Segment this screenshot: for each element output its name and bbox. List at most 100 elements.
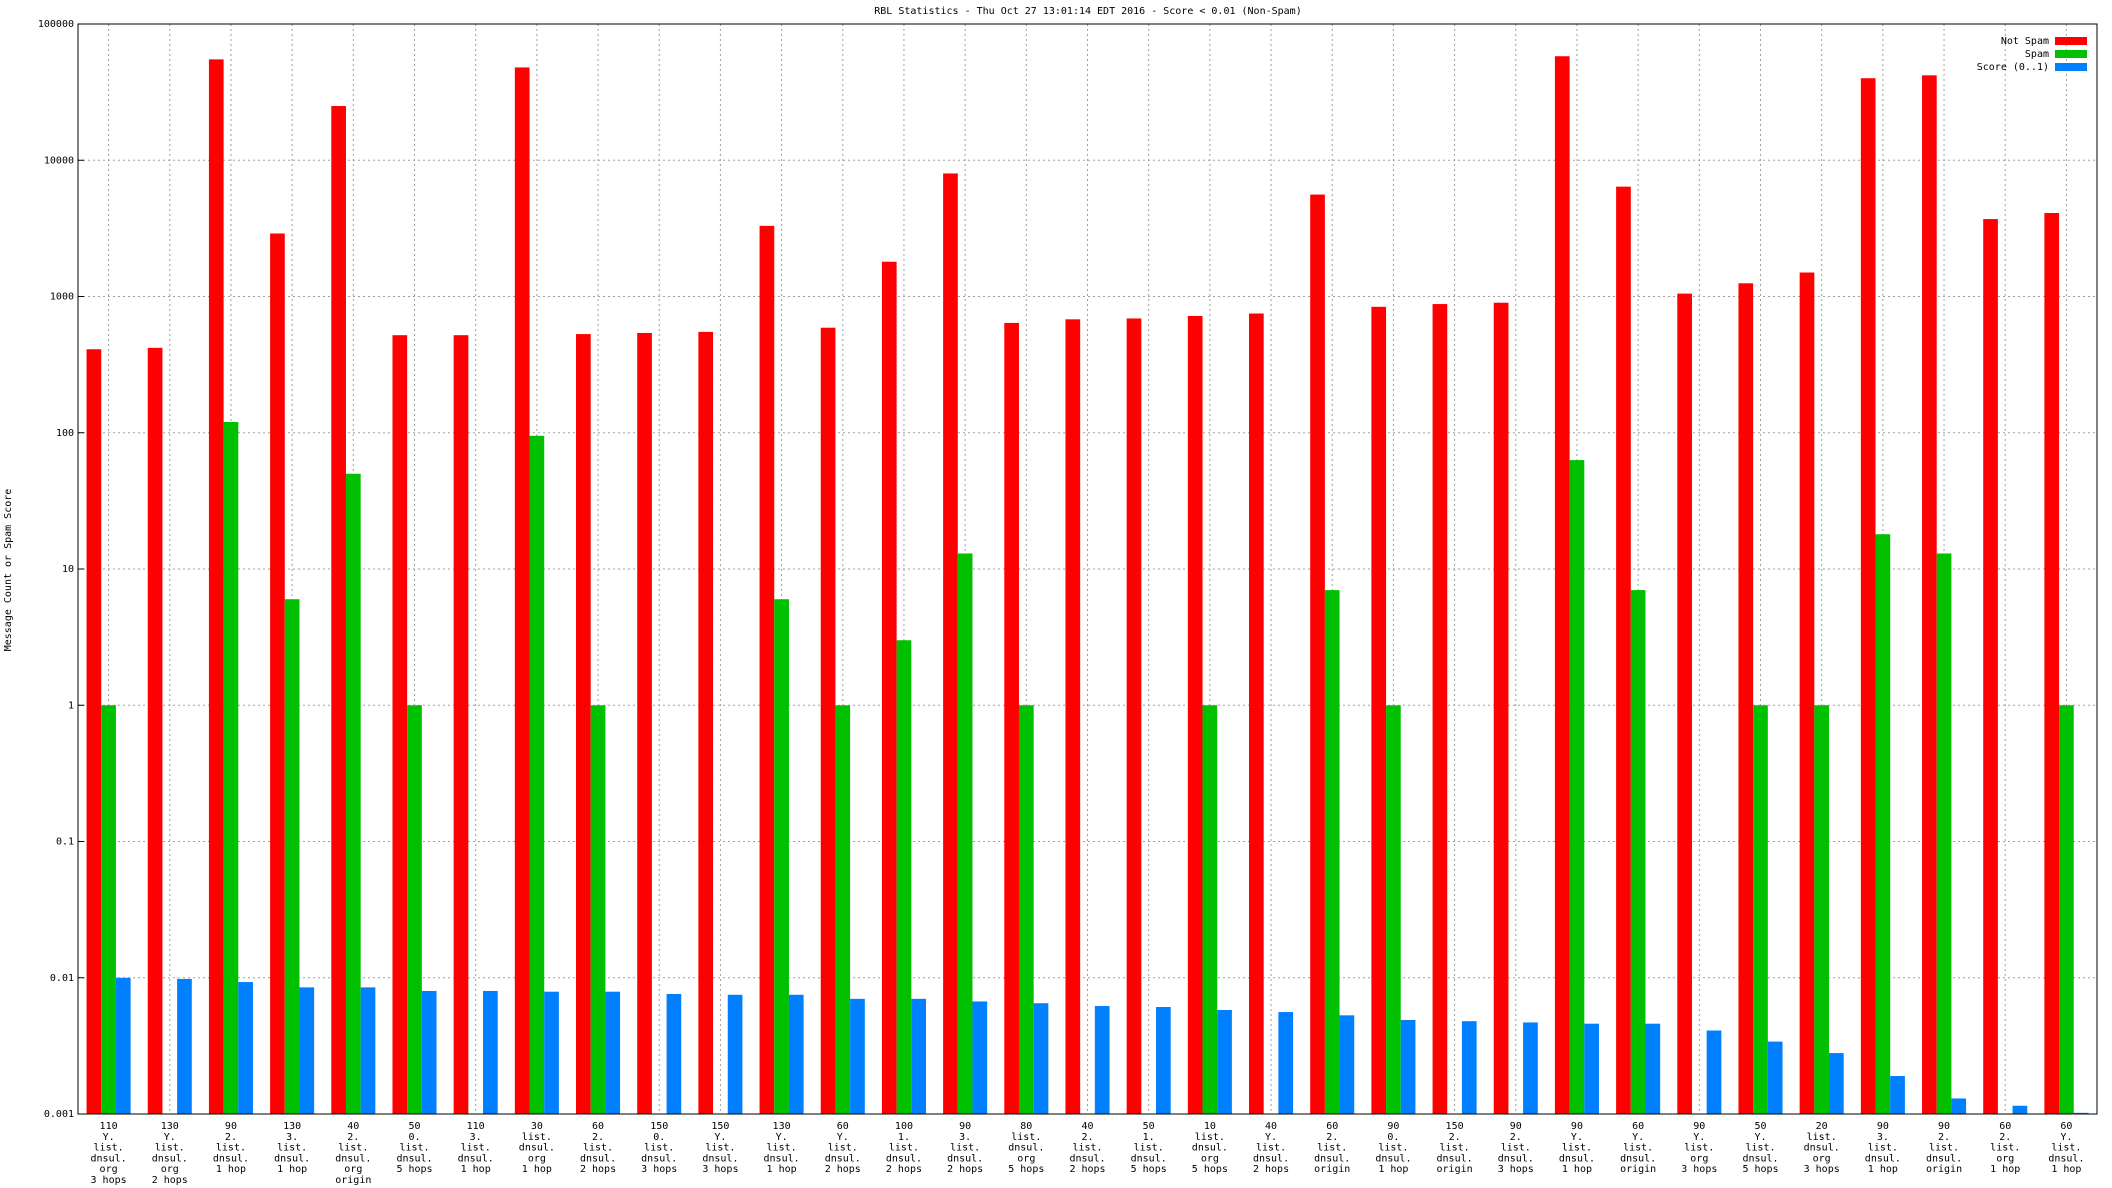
chart-title: RBL Statistics - Thu Oct 27 13:01:14 EDT… (874, 6, 1301, 17)
x-tick-label-line: list. (889, 1143, 919, 1154)
x-tick-label: 150 2. list. dnsul. origin (1437, 1121, 1473, 1175)
x-tick-label-line: 2 hops (947, 1164, 983, 1175)
bar (590, 705, 606, 1114)
bar (1584, 1023, 1599, 1114)
x-tick-label-line: 2. (1938, 1132, 1950, 1143)
bar (115, 977, 131, 1114)
bar (881, 261, 897, 1114)
bar (2073, 1112, 2089, 1114)
y-axis-label: Message Count or Spam Score (3, 489, 14, 652)
x-tick-label-line: 20 (1816, 1121, 1828, 1132)
x-tick-label-line: 2. (1326, 1132, 1338, 1143)
x-tick-label-line: dnsul. (641, 1153, 677, 1164)
x-tick-label-line: dnsul. (1926, 1153, 1962, 1164)
y-tick-label: 100000 (38, 19, 74, 30)
legend-label: Spam (2025, 49, 2049, 60)
x-tick-label-line: 50 (1143, 1121, 1155, 1132)
x-tick-label-line: 1 hop (461, 1164, 491, 1175)
x-tick-label-line: list. (1623, 1143, 1653, 1154)
x-tick-label-line: 10 (1204, 1121, 1216, 1132)
legend-swatch (2055, 50, 2087, 58)
x-tick-label: 40 2. list. dnsul. 2 hops (1069, 1121, 1105, 1175)
x-tick-label-line: list. (277, 1143, 307, 1154)
x-tick-label-line: dnsul. (1069, 1153, 1105, 1164)
x-tick-label-line: dnsul. (1314, 1153, 1350, 1164)
x-tick-label-line: 1 hop (767, 1164, 797, 1175)
x-tick-label-line: list. (1684, 1143, 1714, 1154)
bar (911, 998, 926, 1114)
bar (299, 987, 315, 1114)
x-tick-label-line: 3 hops (1498, 1164, 1534, 1175)
bar (1860, 78, 1876, 1114)
bar (1310, 194, 1325, 1114)
x-tick-label-line: origin (1620, 1164, 1656, 1175)
x-tick-label: 60 2. list. dnsul. 2 hops (580, 1121, 616, 1175)
x-tick-label: 40 Y. list. dnsul. 2 hops (1253, 1121, 1289, 1175)
x-tick-label-line: 150 (1446, 1121, 1464, 1132)
x-tick-label-line: 2 hops (825, 1164, 861, 1175)
x-tick-label-line: 2. (347, 1132, 359, 1143)
x-tick-label: 90 3. list. dnsul. 1 hop (1865, 1121, 1901, 1175)
x-tick-label: 90 3. list. dnsul. 2 hops (947, 1121, 983, 1175)
x-tick-label: 110 3. list. dnsul. 1 hop (458, 1121, 494, 1175)
x-tick-label-line: dnsul. (1498, 1153, 1534, 1164)
x-tick-label-line: 1 hop (2051, 1164, 2081, 1175)
x-tick-label-line: 30 (531, 1121, 543, 1132)
x-tick-label-line: 3. (1877, 1132, 1889, 1143)
x-tick-label-line: dnsul. (91, 1153, 127, 1164)
x-tick-label-line: 90 (1510, 1121, 1522, 1132)
bar (788, 994, 804, 1114)
bar (1249, 313, 1264, 1114)
x-tick-label-line: dnsul. (458, 1153, 494, 1164)
x-tick-label-line: 130 (161, 1121, 179, 1132)
bar (483, 990, 498, 1114)
x-tick-label-line: org (161, 1164, 179, 1175)
y-tick-label: 1 (68, 700, 74, 711)
bar (1033, 1003, 1049, 1114)
x-tick-label-line: 5 hops (1192, 1164, 1228, 1175)
x-tick-label-line: Y. (2060, 1132, 2072, 1143)
x-tick-label-line: dnsul. (702, 1153, 738, 1164)
y-tick-label: 100 (56, 428, 74, 439)
legend-swatch (2055, 63, 2087, 71)
bar (1630, 590, 1646, 1114)
x-tick-label-line: 3. (286, 1132, 298, 1143)
x-tick-label-line: list. (1072, 1143, 1102, 1154)
x-tick-label-line: dnsul. (1804, 1143, 1840, 1154)
x-tick-label-line: list. (1868, 1143, 1898, 1154)
x-tick-label-line: Y. (1265, 1132, 1277, 1143)
x-tick-label-line: 40 (1081, 1121, 1093, 1132)
x-tick-label: 110 Y. list. dnsul. org 3 hops (91, 1121, 127, 1186)
x-tick-label-line: 60 (1999, 1121, 2011, 1132)
bar (1799, 272, 1815, 1114)
x-tick-label-line: dnsul. (1620, 1153, 1656, 1164)
x-tick-label: 50 1. list. dnsul. 5 hops (1131, 1121, 1167, 1175)
x-tick-label: 60 2. list. org 1 hop (1990, 1121, 2020, 1175)
x-tick-label-line: 90 (959, 1121, 971, 1132)
x-tick-label-line: org (1690, 1153, 1708, 1164)
x-tick-label-line: org (100, 1164, 118, 1175)
x-tick-label-line: 1 hop (277, 1164, 307, 1175)
x-tick-label: 20 list. dnsul. org 3 hops (1804, 1121, 1840, 1175)
x-tick-label-line: 3 hops (641, 1164, 677, 1175)
x-tick-label-line: 2. (225, 1132, 237, 1143)
x-tick-label-line: list. (2051, 1143, 2081, 1154)
bar (392, 335, 408, 1114)
bar (1386, 705, 1401, 1114)
y-tick-label: 0.1 (56, 837, 74, 848)
x-tick-label-line: dnsul. (1131, 1153, 1167, 1164)
x-tick-label-line: 2. (1449, 1132, 1461, 1143)
x-tick-label-line: list. (1256, 1143, 1286, 1154)
bar (576, 334, 591, 1115)
x-tick-label-line: list. (338, 1143, 368, 1154)
bar (1094, 1006, 1110, 1114)
x-tick-label-line: list. (1011, 1132, 1041, 1143)
x-tick-label-line: Y. (164, 1132, 176, 1143)
bar (238, 982, 253, 1114)
bar (345, 473, 361, 1114)
bar (850, 998, 865, 1114)
x-tick-label-line: 50 (1754, 1121, 1766, 1132)
x-tick-label-line: list. (216, 1143, 246, 1154)
x-tick-label-line: 2 hops (1253, 1164, 1289, 1175)
